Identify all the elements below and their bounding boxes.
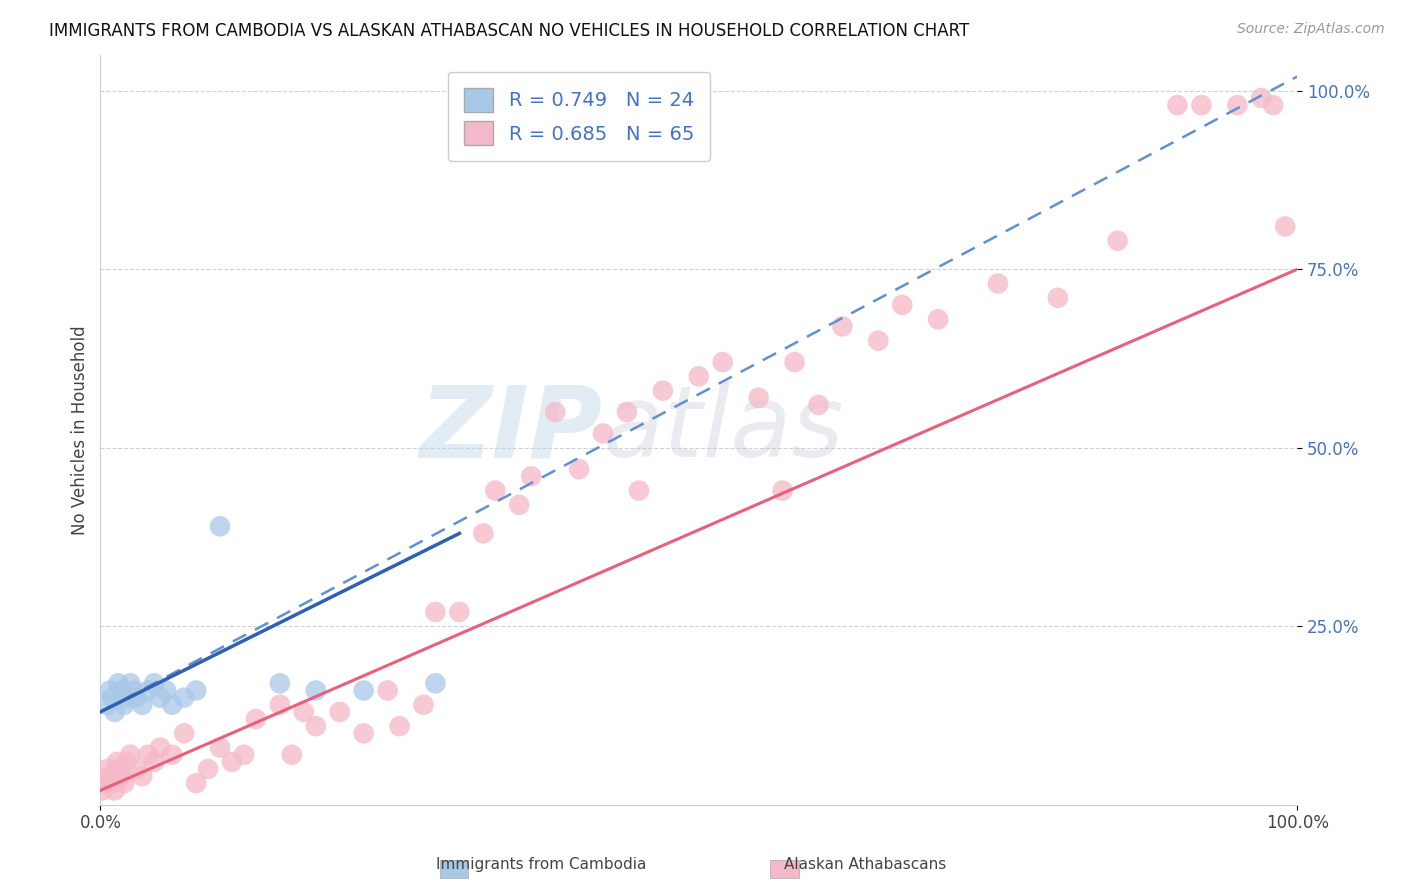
Point	[425, 605, 447, 619]
Point	[108, 762, 131, 776]
Point	[101, 690, 124, 705]
Y-axis label: No Vehicles in Household: No Vehicles in Household	[72, 325, 89, 534]
Point	[98, 769, 121, 783]
Point	[1250, 91, 1272, 105]
Point	[96, 762, 118, 776]
Point	[208, 519, 231, 533]
Point	[136, 747, 159, 762]
Point	[1107, 234, 1129, 248]
Point	[173, 690, 195, 705]
Point	[688, 369, 710, 384]
Point	[149, 690, 172, 705]
Point	[807, 398, 830, 412]
Point	[868, 334, 890, 348]
Point	[115, 755, 138, 769]
Point	[221, 755, 243, 769]
Point	[111, 769, 134, 783]
Point	[120, 747, 142, 762]
Point	[592, 426, 614, 441]
Text: atlas: atlas	[603, 382, 845, 478]
Point	[208, 740, 231, 755]
Text: Source: ZipAtlas.com: Source: ZipAtlas.com	[1237, 22, 1385, 37]
Point	[627, 483, 650, 498]
Point	[568, 462, 591, 476]
Point	[111, 683, 134, 698]
Point	[120, 676, 142, 690]
Text: ZIP: ZIP	[420, 382, 603, 478]
Point	[1263, 98, 1285, 112]
Point	[292, 705, 315, 719]
Point	[449, 605, 471, 619]
Point	[1274, 219, 1296, 234]
Point	[173, 726, 195, 740]
Point	[1191, 98, 1213, 112]
Point	[184, 776, 207, 790]
Point	[143, 676, 166, 690]
Point	[377, 683, 399, 698]
Point	[131, 769, 153, 783]
Point	[125, 762, 148, 776]
Point	[112, 698, 135, 712]
Point	[281, 747, 304, 762]
Point	[520, 469, 543, 483]
Point	[508, 498, 530, 512]
Point	[184, 683, 207, 698]
Point	[197, 762, 219, 776]
Point	[233, 747, 256, 762]
Point	[748, 391, 770, 405]
Point	[329, 705, 352, 719]
Point	[269, 698, 291, 712]
Point	[772, 483, 794, 498]
Point	[96, 698, 118, 712]
Point	[107, 676, 129, 690]
Point	[104, 783, 127, 797]
Point	[131, 698, 153, 712]
Point	[160, 747, 183, 762]
Point	[91, 783, 114, 797]
Point	[353, 726, 375, 740]
Point	[831, 319, 853, 334]
Point	[143, 755, 166, 769]
Point	[269, 676, 291, 690]
Point	[891, 298, 914, 312]
Text: IMMIGRANTS FROM CAMBODIA VS ALASKAN ATHABASCAN NO VEHICLES IN HOUSEHOLD CORRELAT: IMMIGRANTS FROM CAMBODIA VS ALASKAN ATHA…	[49, 22, 970, 40]
Point	[125, 690, 148, 705]
Point	[115, 690, 138, 705]
Point	[472, 526, 495, 541]
Point	[484, 483, 506, 498]
Point	[353, 683, 375, 698]
Point	[1166, 98, 1188, 112]
Text: Immigrants from Cambodia: Immigrants from Cambodia	[436, 857, 647, 872]
Point	[160, 698, 183, 712]
Point	[388, 719, 411, 733]
Point	[149, 740, 172, 755]
Point	[711, 355, 734, 369]
Point	[1226, 98, 1249, 112]
Point	[122, 683, 145, 698]
Point	[98, 683, 121, 698]
Point	[101, 776, 124, 790]
Point	[112, 776, 135, 790]
Point	[94, 776, 117, 790]
Point	[245, 712, 267, 726]
Point	[651, 384, 673, 398]
Legend: R = 0.749   N = 24, R = 0.685   N = 65: R = 0.749 N = 24, R = 0.685 N = 65	[449, 72, 710, 161]
Point	[927, 312, 949, 326]
Point	[305, 683, 328, 698]
Point	[425, 676, 447, 690]
Point	[105, 755, 128, 769]
Point	[305, 719, 328, 733]
Point	[987, 277, 1010, 291]
Point	[616, 405, 638, 419]
Point	[104, 705, 127, 719]
Point	[783, 355, 806, 369]
Point	[155, 683, 177, 698]
Point	[544, 405, 567, 419]
Text: Alaskan Athabascans: Alaskan Athabascans	[783, 857, 946, 872]
Point	[136, 683, 159, 698]
Point	[1046, 291, 1069, 305]
Point	[412, 698, 434, 712]
